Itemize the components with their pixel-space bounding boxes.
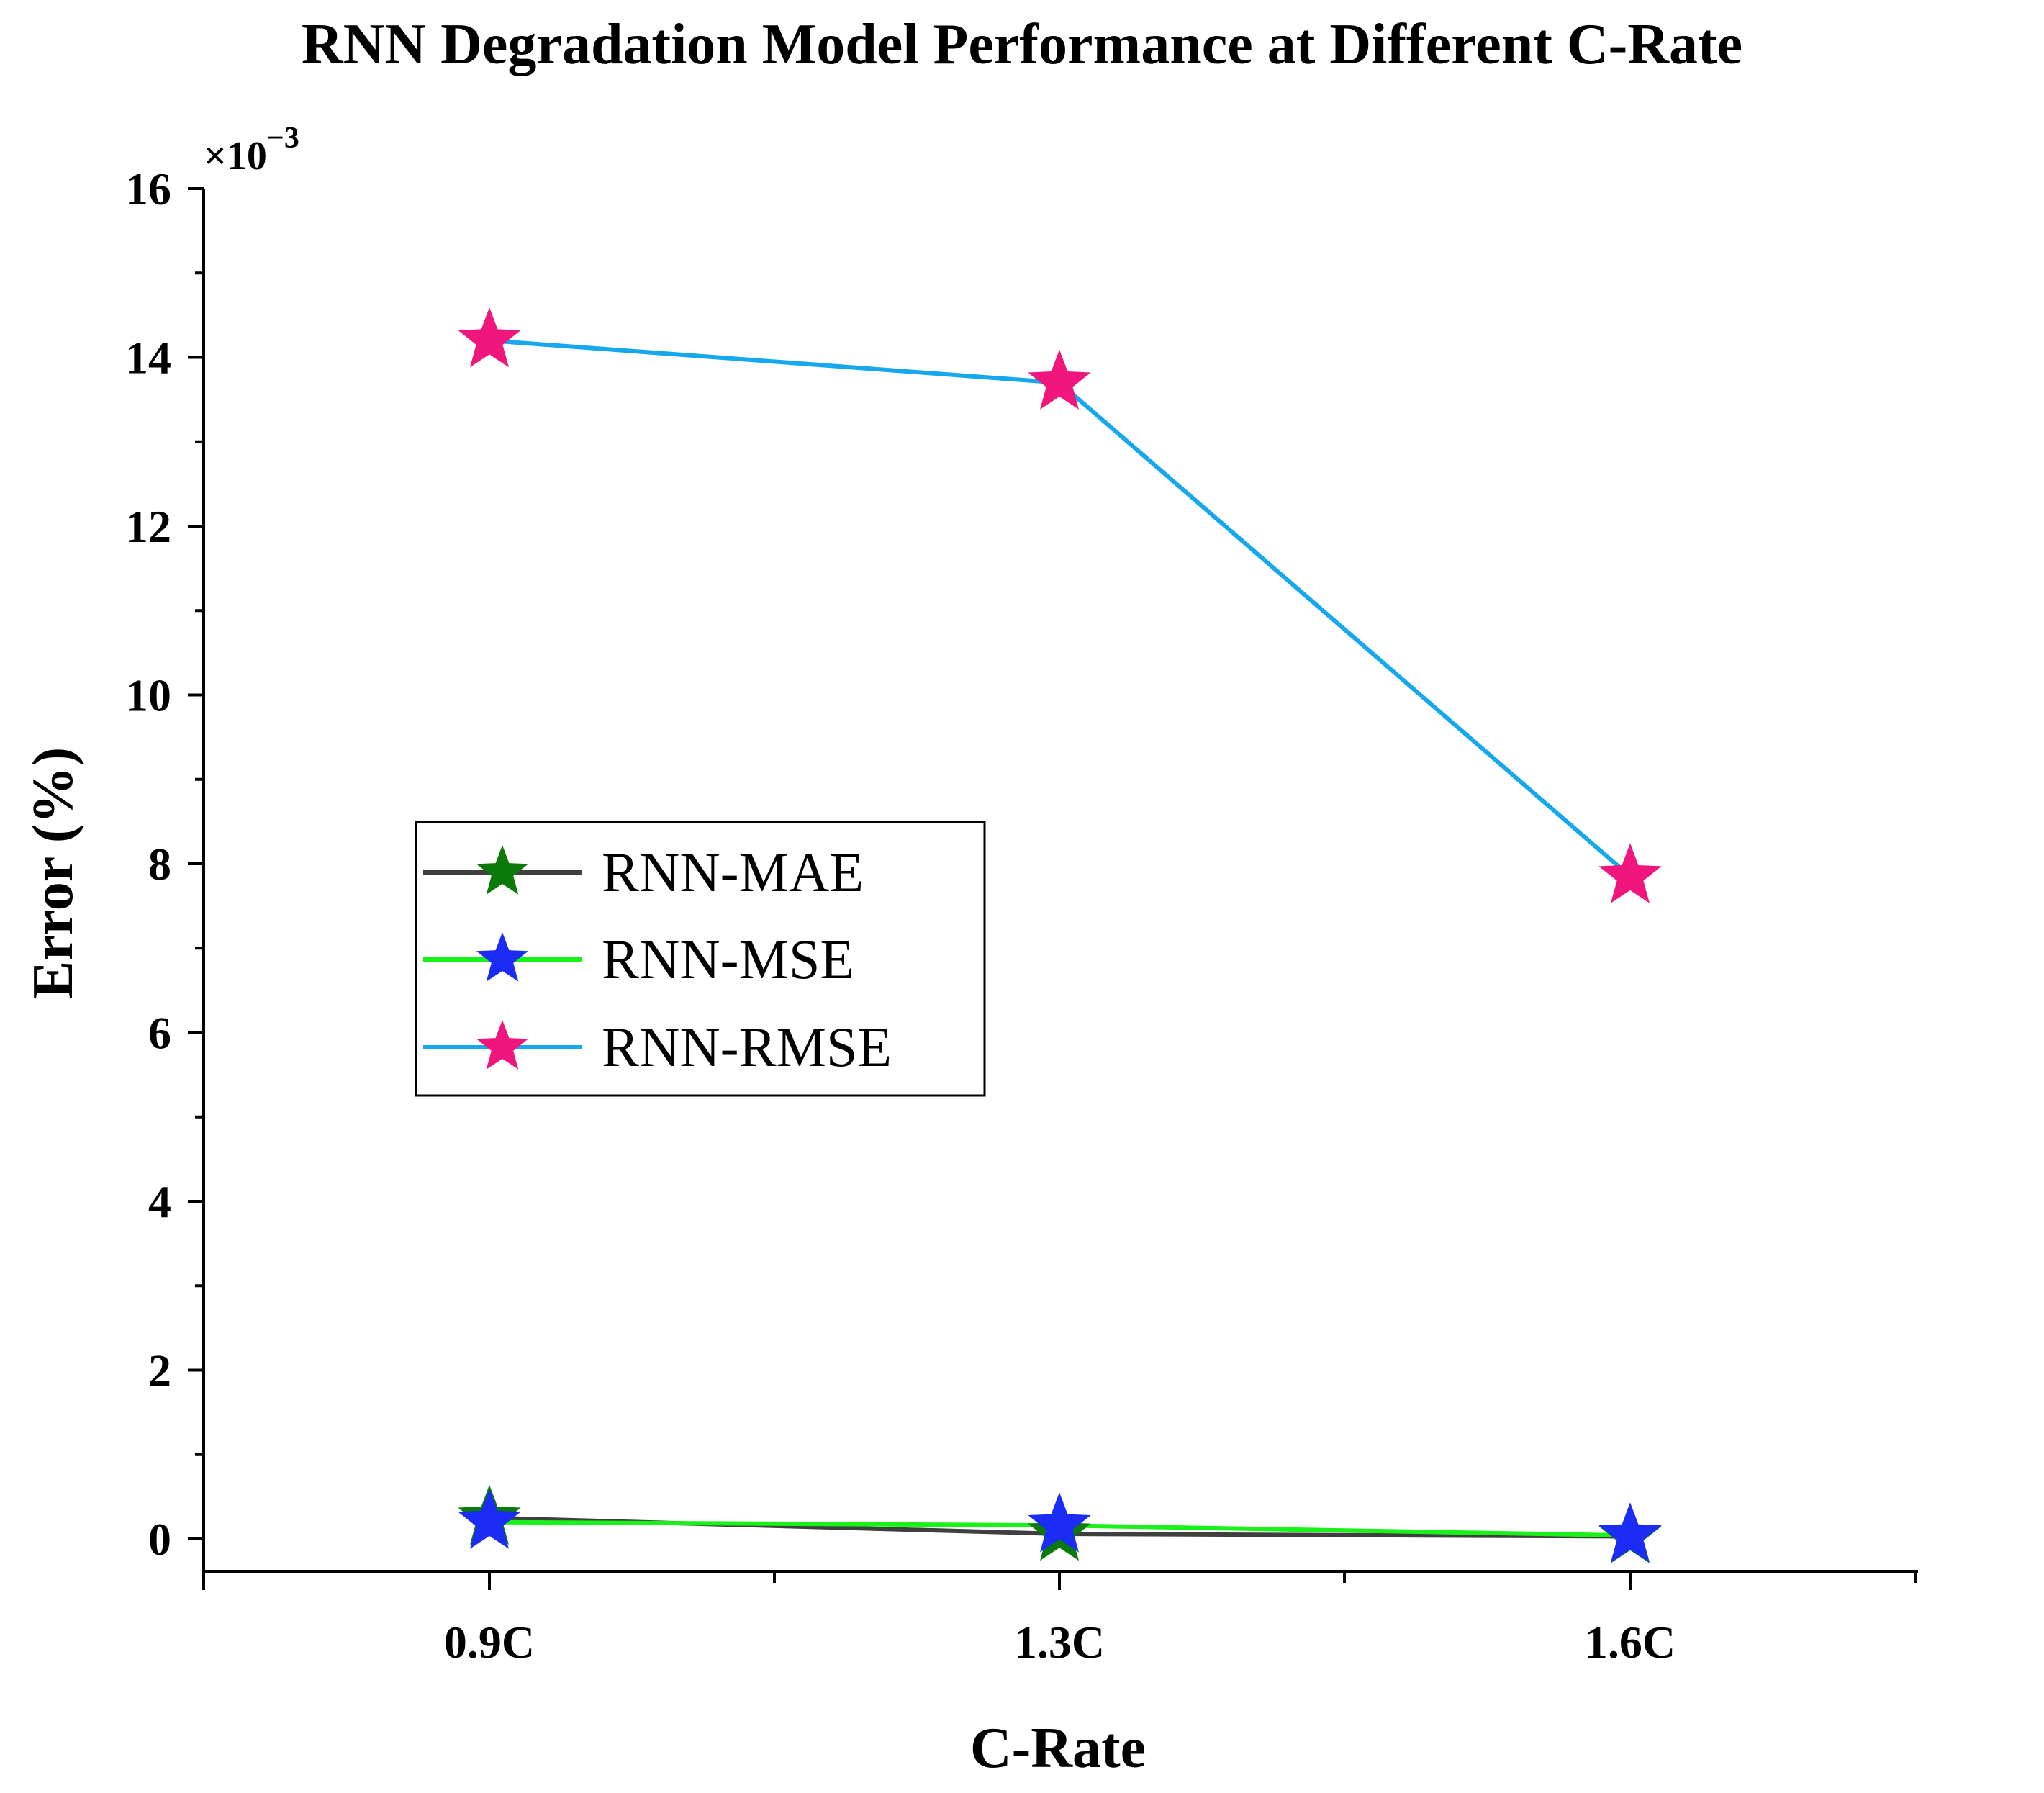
legend-label-rnn-mae: RNN-MAE xyxy=(602,841,864,903)
y-multiplier-exponent: −3 xyxy=(267,122,299,155)
legend: RNN-MAE RNN-MSE RNN-RMSE xyxy=(415,821,986,1097)
legend-marker-rnn-mae xyxy=(476,845,529,895)
y-tick-label: 4 xyxy=(148,1176,171,1227)
chart-title: RNN Degradation Model Performance at Dif… xyxy=(302,13,1742,76)
legend-label-rnn-mse: RNN-MSE xyxy=(602,928,854,990)
data-point-rnn-rmse xyxy=(1028,349,1091,410)
svg-text:×10−3: ×10−3 xyxy=(204,122,299,179)
y-tick-label: 16 xyxy=(125,163,171,214)
y-tick-label: 14 xyxy=(125,333,171,384)
x-tick-label: 1.6C xyxy=(1585,1617,1676,1668)
data-point-rnn-mse xyxy=(1598,1502,1662,1563)
x-tick-label: 1.3C xyxy=(1014,1617,1105,1668)
y-axis-label: Error (%) xyxy=(22,747,85,999)
series-line-rnn-rmse xyxy=(489,338,1632,878)
x-axis-label: C-Rate xyxy=(970,1717,1146,1780)
x-tick-label: 0.9C xyxy=(444,1617,535,1668)
data-point-rnn-mse xyxy=(458,1489,521,1549)
y-tick-label: 0 xyxy=(148,1514,171,1565)
data-point-rnn-mse xyxy=(1028,1492,1091,1553)
y-multiplier: ×10−3 xyxy=(204,122,299,179)
y-tick-label: 6 xyxy=(148,1008,171,1059)
data-point-rnn-rmse xyxy=(1598,843,1662,903)
data-point-rnn-rmse xyxy=(458,307,521,368)
series-markers xyxy=(458,307,1662,1563)
legend-marker-rnn-rmse xyxy=(476,1020,529,1070)
x-ticks: 0.9C 1.3C 1.6C xyxy=(444,1571,1917,1668)
y-ticks: 0 2 4 6 8 10 12 14 16 xyxy=(125,163,204,1565)
y-multiplier-base: ×10 xyxy=(204,134,267,179)
legend-marker-rnn-mse xyxy=(476,932,529,982)
y-tick-label: 10 xyxy=(125,670,171,721)
y-tick-label: 8 xyxy=(148,839,171,890)
y-tick-label: 12 xyxy=(125,501,171,552)
y-tick-label: 2 xyxy=(148,1345,171,1396)
legend-label-rnn-rmse: RNN-RMSE xyxy=(602,1016,892,1078)
